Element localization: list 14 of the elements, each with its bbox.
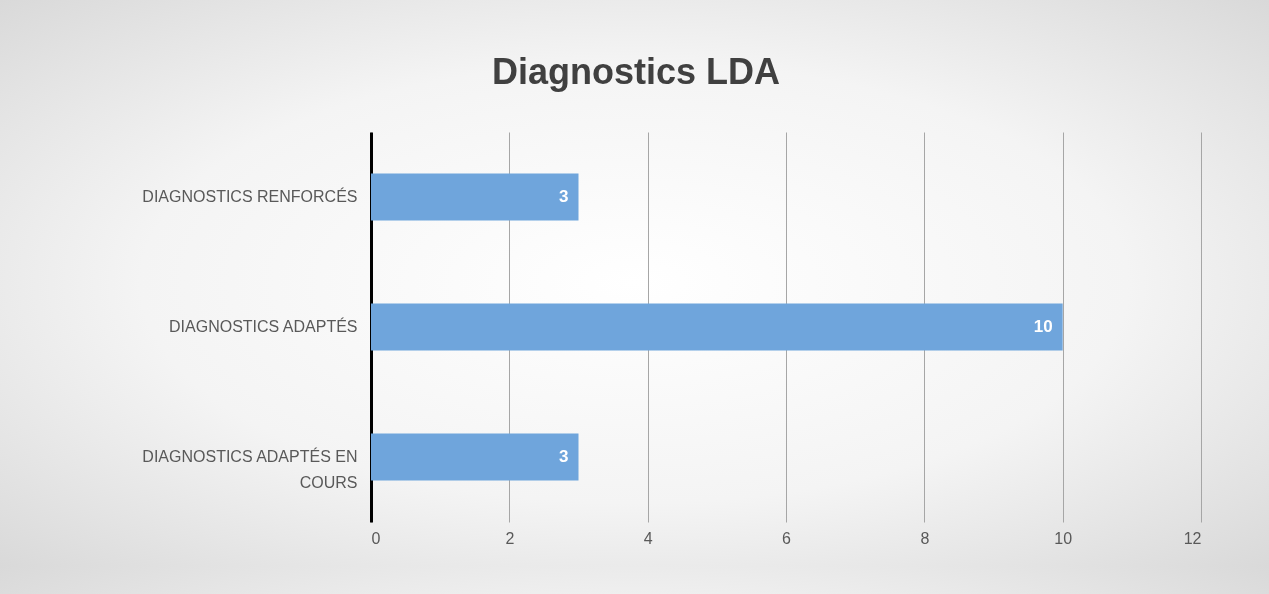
x-tick-label: 10 [1054,529,1073,547]
x-tick-label: 2 [505,529,515,547]
y-tick-label: DIAGNOSTICS ADAPTÉS EN COURS [142,447,358,491]
x-tick-label: 4 [643,529,653,547]
y-tick-label: DIAGNOSTICS ADAPTÉS [169,317,358,335]
data-label: 10 [1033,317,1053,336]
data-label: 3 [559,187,569,206]
y-tick-label: DIAGNOSTICS RENFORCÉS [142,187,358,205]
x-tick-label: 8 [920,529,930,547]
x-tick-label: 12 [1183,529,1202,547]
chart-title: Diagnostics LDA [491,51,781,92]
x-tick-label: 0 [371,529,381,547]
data-label: 3 [559,447,569,466]
x-tick-label: 6 [782,529,792,547]
